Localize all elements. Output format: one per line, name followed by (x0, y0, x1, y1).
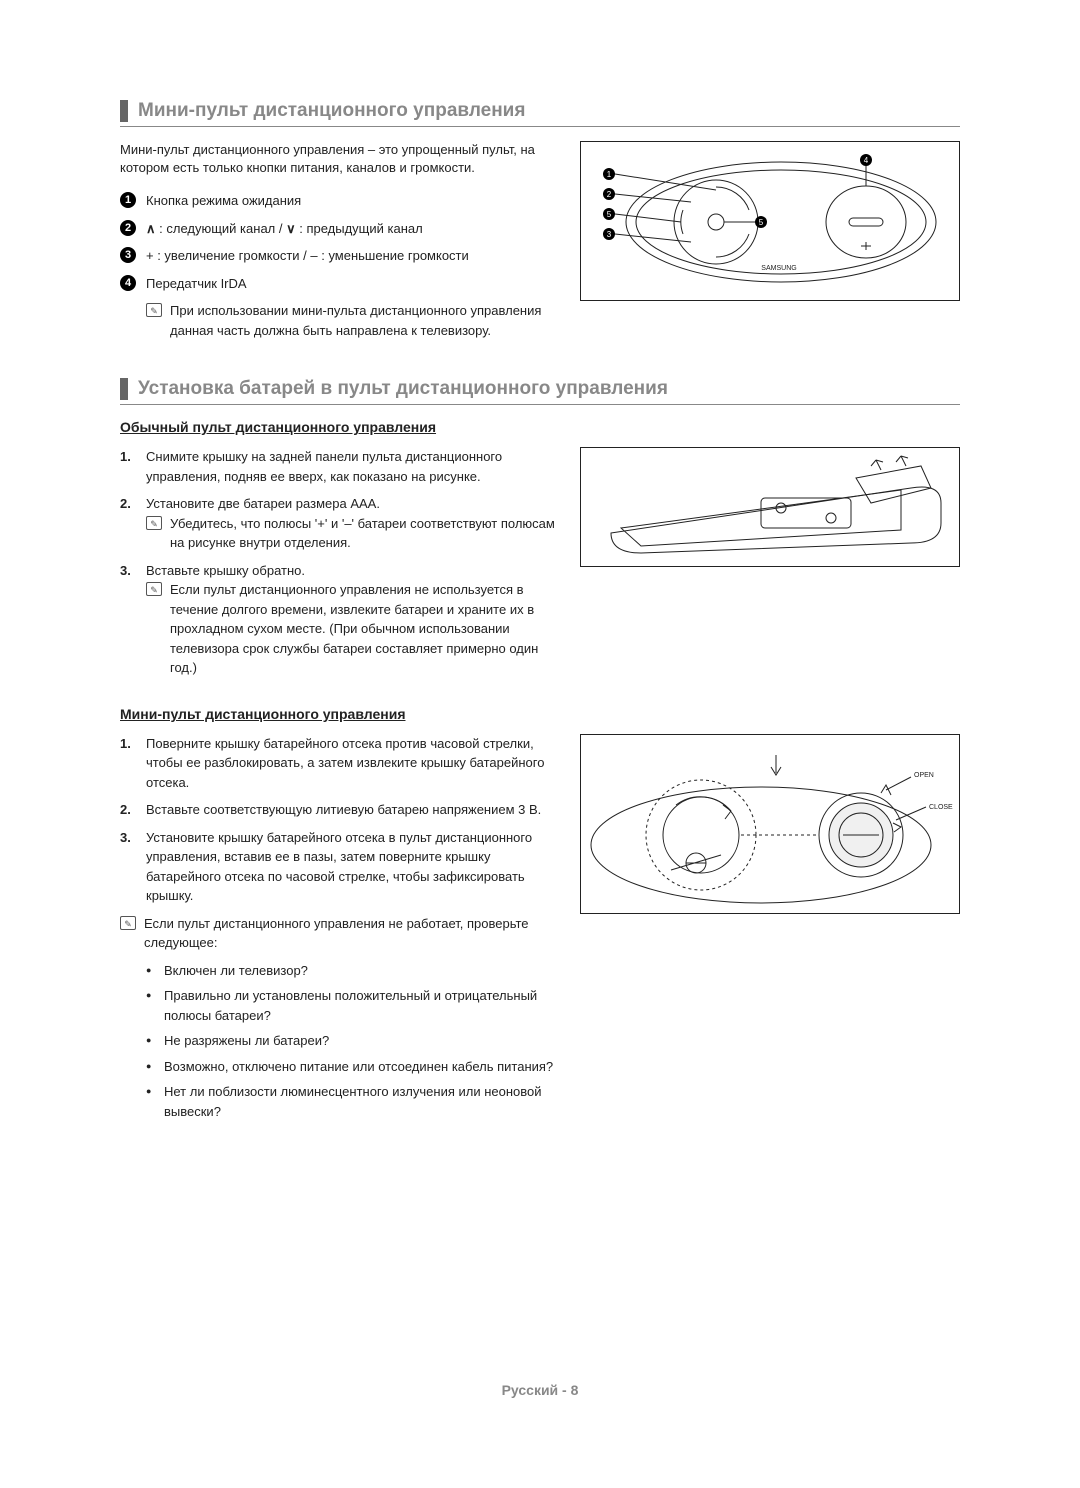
svg-text:CLOSE: CLOSE (929, 804, 953, 811)
sub1-steps: Снимите крышку на задней панели пульта д… (120, 447, 560, 678)
sub2-steps: Поверните крышку батарейного отсека прот… (120, 734, 560, 906)
svg-text:3: 3 (607, 230, 612, 239)
bullet-3: Не разряжены ли батареи? (146, 1031, 560, 1051)
sub1-step-3: Вставьте крышку обратно. ✎ Если пульт ди… (120, 561, 560, 678)
section-title-2: Установка батарей в пульт дистанционного… (120, 378, 960, 400)
divider (120, 404, 960, 405)
svg-text:2: 2 (607, 190, 612, 199)
callout-4: 4 (120, 275, 136, 291)
bullet-5: Нет ли поблизости люминесцентного излуче… (146, 1082, 560, 1121)
chevron-up-icon: ∧ (146, 219, 156, 239)
sub2-step-1: Поверните крышку батарейного отсека прот… (120, 734, 560, 793)
svg-text:4: 4 (864, 156, 869, 165)
note-icon: ✎ (146, 303, 162, 317)
bullet-4: Возможно, отключено питание или отсоедин… (146, 1057, 560, 1077)
page-footer: Русский - 8 (0, 1382, 1080, 1398)
note-icon: ✎ (146, 582, 162, 596)
figure-mini-battery: OPEN CLOSE (580, 734, 960, 914)
svg-text:1: 1 (607, 170, 612, 179)
bullet-1: Включен ли телевизор? (146, 961, 560, 981)
chevron-down-icon: ∨ (286, 219, 296, 239)
section-mini-remote: Мини-пульт дистанционного управления Мин… (120, 100, 960, 348)
callout-1: 1 (120, 192, 136, 208)
sub1-step-1: Снимите крышку на задней панели пульта д… (120, 447, 560, 486)
callout-3: 3 (120, 247, 136, 263)
troubleshoot-list: Включен ли телевизор? Правильно ли устан… (146, 961, 560, 1122)
divider (120, 126, 960, 127)
sub1-note1: ✎ Убедитесь, что полюсы '+' и '–' батаре… (146, 514, 560, 553)
intro-text: Мини-пульт дистанционного управления – э… (120, 141, 560, 177)
note-icon: ✎ (146, 516, 162, 530)
feature-item-3: 3 + : увеличение громкости / – : уменьше… (120, 246, 560, 266)
sub1-note2: ✎ Если пульт дистанционного управления н… (146, 580, 560, 678)
note-icon: ✎ (120, 916, 136, 930)
callout-2: 2 (120, 220, 136, 236)
feature-item-1: 1 Кнопка режима ожидания (120, 191, 560, 211)
irda-note: ✎ При использовании мини-пульта дистанци… (146, 301, 560, 340)
sub2-note-intro: ✎ Если пульт дистанционного управления н… (120, 914, 560, 953)
svg-text:SAMSUNG: SAMSUNG (761, 265, 796, 272)
figure-mini-remote: SAMSUNG 1 2 5 3 5 4 (580, 141, 960, 301)
svg-text:5: 5 (607, 210, 612, 219)
feature-item-4: 4 Передатчик IrDA (120, 274, 560, 294)
figure-standard-remote (580, 447, 960, 567)
sub2-title: Мини-пульт дистанционного управления (120, 706, 960, 722)
svg-text:5: 5 (759, 218, 764, 227)
bullet-2: Правильно ли установлены положительный и… (146, 986, 560, 1025)
sub2-step-2: Вставьте соответствующую литиевую батаре… (120, 800, 560, 820)
feature-item-2: 2 ∧ : следующий канал / ∨ : предыдущий к… (120, 219, 560, 239)
svg-text:OPEN: OPEN (914, 772, 934, 779)
section-title-1: Мини-пульт дистанционного управления (120, 100, 960, 122)
feature-list: 1 Кнопка режима ожидания 2 ∧ : следующий… (120, 191, 560, 293)
section-install-batteries: Установка батарей в пульт дистанционного… (120, 378, 960, 1127)
sub1-title: Обычный пульт дистанционного управления (120, 419, 960, 435)
sub1-step-2: Установите две батареи размера AAA. ✎ Уб… (120, 494, 560, 553)
sub2-step-3: Установите крышку батарейного отсека в п… (120, 828, 560, 906)
